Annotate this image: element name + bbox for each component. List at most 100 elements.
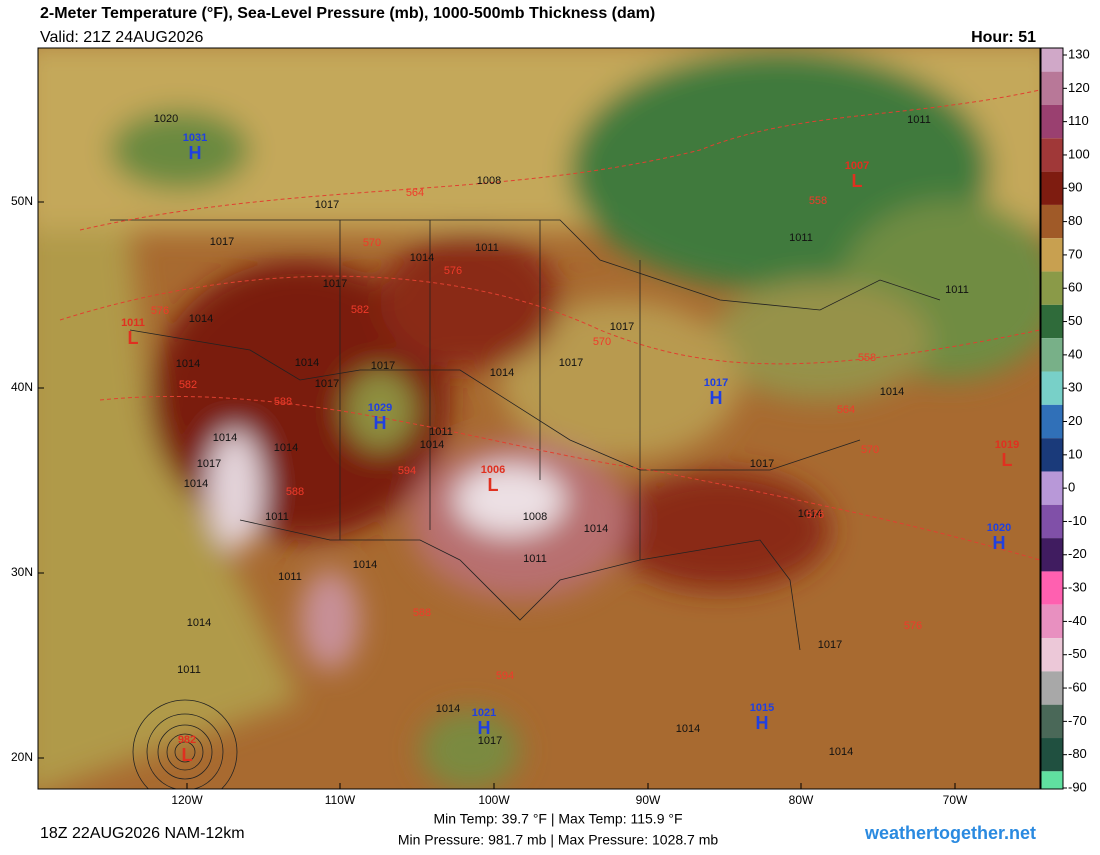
very-hot-area (300, 570, 360, 670)
colorbar-band (1041, 504, 1063, 539)
colorbar-band (1041, 771, 1063, 789)
colorbar-band (1041, 571, 1063, 605)
pressure-value: 1021 (472, 707, 496, 719)
isobar-label: 1011 (429, 426, 453, 438)
pressure-value: 1019 (995, 439, 1019, 451)
mountain-area (345, 370, 415, 450)
isobar-label: 1014 (189, 313, 213, 325)
thickness-label: 564 (406, 187, 424, 199)
temperature-field (38, 48, 1040, 789)
colorbar-label: -60 (1068, 679, 1087, 694)
pressure-value: 1007 (845, 160, 869, 172)
extreme-area (455, 465, 565, 535)
isobar-label: 1017 (559, 357, 583, 369)
isobar-label: 1011 (789, 232, 813, 244)
thickness-label: 576 (151, 305, 169, 317)
isobar-label: 1008 (477, 175, 501, 187)
thickness-label: 588 (413, 607, 431, 619)
isobar-label: 1014 (490, 367, 514, 379)
isobar-label: 1014 (436, 703, 460, 715)
isobar-label: 1014 (176, 358, 200, 370)
lon-label: 80W (789, 793, 814, 807)
map-axes: 50N 40N 30N 20N 120W 110W 100W 90W 80W 70W (11, 194, 968, 807)
colorbar-label: -50 (1068, 646, 1087, 661)
mountain-area (110, 110, 250, 190)
colorbar-label: 40 (1068, 346, 1082, 361)
isobar-label: 1020 (154, 113, 178, 125)
colorbar-label: 0 (1068, 480, 1075, 495)
lon-label: 70W (943, 793, 968, 807)
thickness-label: 576 (806, 509, 824, 521)
colorbar-label: 70 (1068, 246, 1082, 261)
hurricane-isobars (132, 699, 238, 789)
map-labels: 1031H1007L1011L1017H1029H1006L1019L1020H… (121, 113, 1019, 765)
pressure-letter: L (852, 171, 863, 191)
pressure-value: 1011 (121, 317, 145, 329)
colorbar-band (1041, 171, 1063, 205)
pressure-range: Min Pressure: 981.7 mb | Max Pressure: 1… (398, 832, 719, 848)
pressure-letter: H (374, 413, 387, 433)
isobar-label: 1011 (177, 664, 201, 676)
colorbar-band (1041, 638, 1063, 672)
isobar-label: 1014 (274, 442, 298, 454)
pressure-value: 1020 (987, 522, 1011, 534)
isobar-label: 1017 (315, 378, 339, 390)
lon-label: 110W (325, 793, 356, 807)
colorbar-label: 50 (1068, 313, 1082, 328)
isobar-label: 1017 (197, 458, 221, 470)
colorbar-band (1041, 71, 1063, 105)
isobar-label: 1011 (265, 511, 289, 523)
isobar-label: 1014 (798, 508, 822, 520)
isobar-label: 1011 (278, 571, 302, 583)
colorbar-band (1041, 538, 1063, 572)
map-frame (37, 47, 1041, 790)
isobar-label: 1014 (880, 386, 904, 398)
thickness-label: 576 (904, 620, 922, 632)
isobar-label: 1014 (187, 617, 211, 629)
thickness-label: 582 (351, 304, 369, 316)
isobar-label: 1017 (323, 278, 347, 290)
colorbar-band (1041, 138, 1063, 172)
colorbar-band (1041, 104, 1063, 139)
colorbar-band (1041, 304, 1063, 339)
colorbar-label: -20 (1068, 546, 1087, 561)
colorbar-band (1041, 204, 1063, 239)
colorbar-band (1041, 48, 1063, 72)
mountain-area (420, 710, 520, 789)
thickness-label: 570 (861, 444, 879, 456)
model-run: 18Z 22AUG2026 NAM-12km (40, 825, 245, 842)
colorbar-label: 120 (1068, 80, 1090, 95)
pressure-value: 1006 (481, 464, 505, 476)
colorbar-label: 130 (1068, 46, 1090, 61)
thickness-label: 594 (496, 670, 514, 682)
thickness-label: 588 (274, 396, 292, 408)
thickness-label: 594 (398, 465, 416, 477)
colorbar-band (1041, 704, 1063, 739)
pressure-letter: H (710, 388, 723, 408)
colorbar-band (1041, 338, 1063, 372)
hot-area (610, 470, 830, 590)
isobar-label: 1014 (829, 746, 853, 758)
colorbar-label: 110 (1068, 113, 1089, 128)
colorbar-label: 20 (1068, 413, 1082, 428)
thickness-label: 582 (179, 379, 197, 391)
pressure-letter: H (478, 718, 491, 738)
pressure-letter: L (128, 328, 139, 348)
isobar-label: 1011 (945, 284, 969, 296)
colorbar-band (1041, 404, 1063, 439)
colorbar-label: -80 (1068, 746, 1087, 761)
pressure-letter: H (756, 713, 769, 733)
colorbar: 1301201101009080706050403020100-10-20-30… (1040, 46, 1090, 794)
colorbar-label: -90 (1068, 779, 1087, 794)
colorbar-band (1041, 271, 1063, 305)
pressure-value: 1029 (368, 402, 392, 414)
state-borders (110, 219, 941, 651)
colorbar-label: -30 (1068, 580, 1087, 595)
isobar-label: 1014 (295, 357, 319, 369)
isobar-label: 1017 (210, 236, 234, 248)
isobar-label: 1014 (184, 478, 208, 490)
colorbar-label: -40 (1068, 613, 1087, 628)
thickness-label: 588 (286, 486, 304, 498)
colorbar-band (1041, 238, 1063, 272)
